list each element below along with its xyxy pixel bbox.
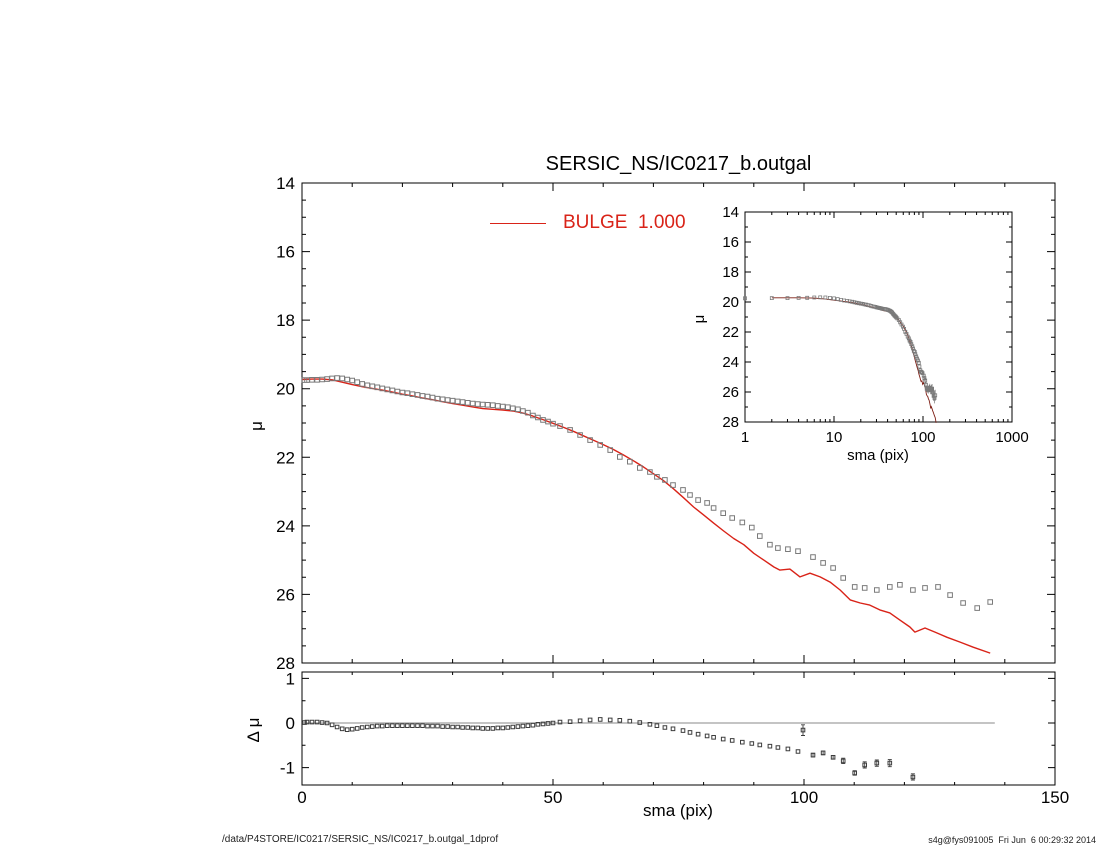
- inset-y-tick-label: 20: [722, 294, 739, 311]
- inset-y-tick-label: 28: [722, 414, 739, 431]
- main-y-tick-label: 26: [276, 585, 295, 604]
- inset-x-tick-label: 10: [826, 429, 843, 446]
- main-y-tick-label: 24: [276, 517, 295, 536]
- main-y-tick-label: 16: [276, 243, 295, 262]
- residual-y-tick-label: 0: [286, 714, 295, 733]
- bulge-model-line: [301, 378, 991, 654]
- x-tick-label: 150: [1041, 788, 1069, 807]
- x-axis-title: sma (pix): [643, 801, 713, 820]
- inset-y-tick-label: 16: [722, 234, 739, 251]
- residual-data-points: [302, 717, 916, 780]
- inset-y-tick-label: 26: [722, 384, 739, 401]
- x-tick-label: 50: [544, 788, 563, 807]
- main-y-tick-label: 14: [276, 174, 295, 193]
- inset-log-plot: 14 16 18 20 22 24 26 281 10 100 1000: [722, 204, 1028, 446]
- inset-axis-ticks: [744, 211, 1013, 423]
- residual-y-tick-label: 1: [286, 669, 295, 688]
- main-y-tick-label: 28: [276, 654, 295, 673]
- residual-y-axis-title: Δ μ: [244, 718, 263, 743]
- page-title: SERSIC_NS/IC0217_b.outgal: [545, 153, 812, 175]
- inset-x-tick-label: 100: [910, 429, 935, 446]
- inset-y-tick-label: 22: [722, 324, 739, 341]
- residual-panel-frame: [301, 671, 1056, 786]
- residual-axis-ticks: [301, 672, 1056, 785]
- inset-y-axis-title: μ: [691, 315, 708, 324]
- observed-data-points: [301, 375, 993, 611]
- main-y-tick-label: 20: [276, 380, 295, 399]
- footer-user-timestamp: s4g@fys091005 Fri Jun 6 00:29:32 2014: [928, 835, 1096, 845]
- inset-y-tick-label: 24: [722, 354, 739, 371]
- main-plot: 14 16 18 20 22 24 26 28: [276, 174, 1056, 673]
- x-tick-label: 100: [790, 788, 818, 807]
- inset-y-tick-label: 14: [722, 204, 739, 221]
- footer-file-path: /data/P4STORE/IC0217/SERSIC_NS/IC0217_b.…: [222, 834, 499, 845]
- inset-x-tick-label: 1: [741, 429, 749, 446]
- inset-background: [745, 212, 1012, 422]
- main-y-axis-title: μ: [247, 421, 266, 431]
- inset-error-bars: [923, 373, 936, 404]
- legend-bulge: BULGE 1.000: [490, 212, 686, 234]
- residual-error-bars: [801, 724, 915, 781]
- inset-y-tick-label: 18: [722, 264, 739, 281]
- main-y-tick-label: 18: [276, 311, 295, 330]
- residual-y-tick-label: -1: [280, 759, 295, 778]
- inset-x-axis-title: sma (pix): [847, 447, 909, 464]
- legend-label: BULGE 1.000: [563, 212, 686, 233]
- main-axis-ticks: [301, 182, 1056, 664]
- inset-x-tick-label: 1000: [995, 429, 1028, 446]
- main-y-tick-label: 22: [276, 448, 295, 467]
- x-tick-label: 0: [297, 788, 306, 807]
- legend-model-line-sample: [490, 222, 546, 224]
